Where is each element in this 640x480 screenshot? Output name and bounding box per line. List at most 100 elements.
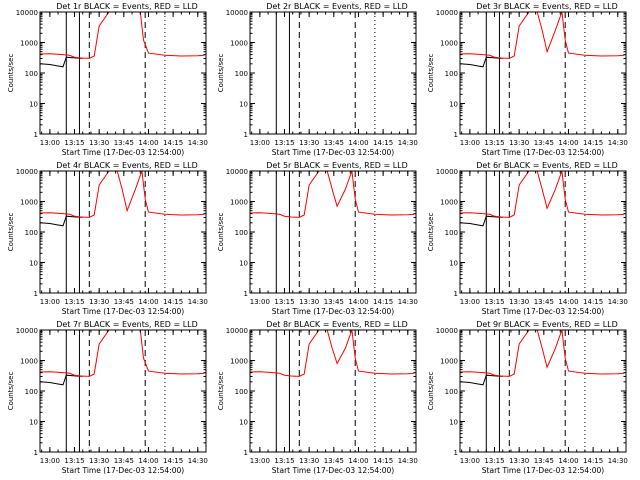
x-tick-label: 14:00 [138, 298, 158, 306]
lld-series-line [460, 171, 625, 218]
x-tick-label: 13:00 [250, 139, 270, 147]
x-tick-label: 13:45 [114, 457, 134, 465]
y-tick-label: 10000 [226, 327, 248, 335]
panel-det-7: Det 7r BLACK = Events, RED = LLD 1 10 100 10… [7, 320, 208, 475]
x-tick-label: 13:15 [64, 298, 84, 306]
x-tick-label: 13:30 [89, 298, 109, 306]
marker-lines [485, 171, 586, 293]
panel-det-3: Det 3r BLACK = Events, RED = LLD 1 10 100 10… [427, 2, 628, 157]
y-axis: 1 10 100 1000 10000 [436, 327, 626, 457]
y-tick-label: 1 [454, 449, 458, 457]
panel-title: Det 6r BLACK = Events, RED = LLD [476, 161, 618, 170]
y-axis: 1 10 100 1000 10000 [16, 9, 206, 139]
events-series-line [40, 215, 83, 227]
y-tick-label: 1 [454, 290, 458, 298]
plot-frame [249, 329, 417, 453]
y-tick-label: 10000 [16, 168, 38, 176]
y-tick-label: 10000 [436, 168, 458, 176]
lld-series-line [460, 330, 625, 377]
x-tick-label: 14:00 [558, 139, 578, 147]
plot-frame [249, 170, 417, 294]
y-tick-label: 1000 [440, 358, 458, 366]
x-axis-label: Start Time (17-Dec-03 12:54:00) [482, 148, 604, 157]
x-axis-label: Start Time (17-Dec-03 12:54:00) [62, 466, 184, 475]
lld-series-line [40, 330, 205, 377]
panel-det-9: Det 9r BLACK = Events, RED = LLD 1 10 100 10… [427, 320, 628, 475]
plot-frame [39, 11, 207, 135]
y-tick-label: 100 [445, 70, 458, 78]
x-tick-label: 13:45 [114, 298, 134, 306]
x-axis: 13:00 13:15 13:30 13:45 14:00 14:15 14:30 [250, 330, 418, 465]
events-series-line [40, 374, 83, 386]
x-tick-label: 13:00 [460, 298, 480, 306]
x-tick-label: 13:00 [460, 139, 480, 147]
y-tick-label: 10000 [436, 9, 458, 17]
y-tick-label: 10000 [16, 327, 38, 335]
x-tick-label: 13:15 [274, 139, 294, 147]
x-axis: 13:00 13:15 13:30 13:45 14:00 14:15 14:30 [40, 171, 208, 306]
y-tick-label: 1 [244, 131, 248, 139]
y-tick-label: 1 [34, 290, 38, 298]
x-tick-label: 13:45 [534, 298, 554, 306]
x-tick-label: 13:45 [324, 457, 344, 465]
x-tick-label: 13:30 [509, 139, 529, 147]
marker-lines [275, 171, 376, 293]
x-tick-label: 13:30 [509, 457, 529, 465]
x-tick-label: 14:30 [398, 298, 418, 306]
y-tick-label: 10 [29, 101, 38, 109]
events-series-line [40, 56, 83, 68]
x-axis: 13:00 13:15 13:30 13:45 14:00 14:15 14:30 [460, 12, 628, 147]
panel-title: Det 4r BLACK = Events, RED = LLD [56, 161, 198, 170]
y-axis-label: Counts/sec [217, 54, 225, 93]
x-tick-label: 13:15 [274, 298, 294, 306]
x-tick-label: 13:00 [460, 457, 480, 465]
plot-frame [39, 170, 207, 294]
marker-lines [65, 12, 166, 134]
y-tick-label: 1 [34, 131, 38, 139]
x-tick-label: 13:15 [274, 457, 294, 465]
x-axis: 13:00 13:15 13:30 13:45 14:00 14:15 14:30 [40, 330, 208, 465]
lld-series-line [250, 171, 415, 218]
panel-title: Det 7r BLACK = Events, RED = LLD [56, 320, 198, 329]
y-tick-label: 1000 [440, 40, 458, 48]
y-tick-label: 10000 [226, 9, 248, 17]
x-tick-label: 13:00 [250, 298, 270, 306]
x-tick-label: 14:15 [583, 139, 603, 147]
y-axis-label: Counts/sec [427, 54, 435, 93]
plot-frame [39, 329, 207, 453]
x-axis-label: Start Time (17-Dec-03 12:54:00) [272, 148, 394, 157]
y-axis-label: Counts/sec [217, 213, 225, 252]
x-tick-label: 14:30 [188, 298, 208, 306]
y-axis: 1 10 100 1000 10000 [436, 168, 626, 298]
marker-lines [275, 12, 376, 134]
events-series-line [460, 374, 503, 386]
panel-title: Det 1r BLACK = Events, RED = LLD [56, 2, 198, 11]
x-tick-label: 13:45 [534, 457, 554, 465]
y-tick-label: 100 [25, 70, 38, 78]
x-tick-label: 14:15 [373, 139, 393, 147]
x-tick-label: 13:15 [484, 457, 504, 465]
y-tick-label: 10000 [226, 168, 248, 176]
x-tick-label: 14:30 [608, 139, 628, 147]
x-tick-label: 14:15 [583, 298, 603, 306]
panel-det-1: Det 1r BLACK = Events, RED = LLD 1 10 100 10… [7, 2, 208, 157]
y-axis: 1 10 100 1000 10000 [226, 9, 416, 139]
y-tick-label: 100 [25, 229, 38, 237]
x-tick-label: 13:45 [114, 139, 134, 147]
plot-frame [459, 170, 627, 294]
x-tick-label: 13:45 [324, 298, 344, 306]
x-tick-label: 14:30 [608, 298, 628, 306]
x-tick-label: 14:15 [163, 457, 183, 465]
panel-title: Det 3r BLACK = Events, RED = LLD [476, 2, 618, 11]
marker-lines [65, 330, 166, 452]
y-axis-label: Counts/sec [7, 372, 15, 411]
x-tick-label: 14:00 [348, 298, 368, 306]
x-tick-label: 14:00 [558, 457, 578, 465]
x-tick-label: 13:30 [89, 139, 109, 147]
y-tick-label: 1000 [230, 199, 248, 207]
x-tick-label: 14:15 [163, 298, 183, 306]
x-axis-label: Start Time (17-Dec-03 12:54:00) [482, 307, 604, 316]
y-tick-label: 1 [244, 290, 248, 298]
x-tick-label: 14:00 [348, 457, 368, 465]
x-tick-label: 13:45 [324, 139, 344, 147]
